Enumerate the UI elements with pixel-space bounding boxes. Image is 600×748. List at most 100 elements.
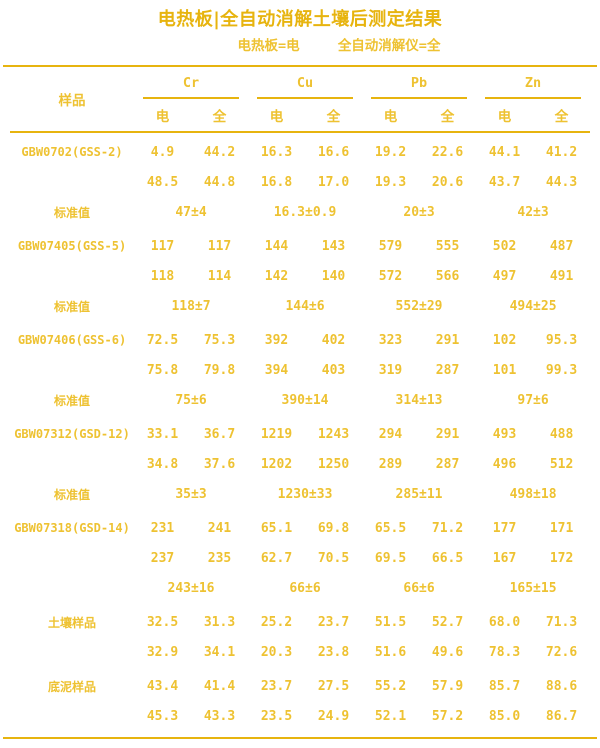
standard-value-cell: 498±18 [509, 486, 557, 502]
value-cell: 114 [207, 268, 232, 284]
value-cell: 496 [492, 456, 517, 472]
value-cell: 488 [549, 426, 574, 442]
value-cell: 403 [321, 362, 346, 378]
standard-value-cell: 16.3±0.9 [273, 204, 337, 220]
value-cell: 1219 [260, 426, 293, 442]
standard-value-cell: 20±3 [403, 204, 435, 220]
sample-block: GBW07312(GSD-12) 33.1 36.7 1219 1243 294 291 49… [10, 415, 590, 509]
value-cell: 43.3 [203, 708, 236, 724]
standard-value-cell: 243±16 [167, 580, 215, 596]
standard-value-cell: 66±6 [289, 580, 321, 596]
method-header-pb-quan: 全 [419, 99, 477, 133]
value-cell: 27.5 [317, 678, 350, 694]
value-cell: 65.5 [374, 520, 407, 536]
value-cell: 20.3 [260, 644, 293, 660]
sample-name: GBW0702(GSS-2) [21, 145, 123, 159]
value-cell: 555 [435, 238, 460, 254]
value-cell: 579 [378, 238, 403, 254]
value-cell: 117 [150, 238, 175, 254]
standard-label: 标准值 [53, 487, 90, 502]
value-cell: 51.6 [374, 644, 407, 660]
value-cell: 78.3 [488, 644, 521, 660]
sample-block: 底泥样品 43.4 41.4 23.7 27.5 55.2 57.9 85.7 88.6 45.3… [10, 667, 590, 731]
value-cell: 52.7 [431, 614, 464, 630]
value-cell: 79.8 [203, 362, 236, 378]
value-cell: 241 [207, 520, 232, 536]
value-cell: 4.9 [150, 144, 175, 160]
method-header-cr-quan: 全 [191, 99, 249, 133]
legend-hotplate: 电热板=电 [237, 38, 300, 54]
method-legend: 电热板=电 全自动消解仪=全 [0, 37, 600, 55]
value-cell: 45.3 [146, 708, 179, 724]
element-label-pb: Pb [371, 75, 468, 99]
element-label-zn: Zn [485, 75, 582, 99]
value-cell: 57.2 [431, 708, 464, 724]
standard-value-cell: 47±4 [175, 204, 207, 220]
sample-block: GBW07318(GSD-14) 231 241 65.1 69.8 65.5 71.2 17… [10, 509, 590, 603]
method-header-pb-dian: 电 [362, 99, 420, 133]
value-cell: 235 [207, 550, 232, 566]
value-cell: 41.2 [545, 144, 578, 160]
value-cell: 95.3 [545, 332, 578, 348]
value-cell: 394 [264, 362, 289, 378]
data-row: 32.9 34.1 20.3 23.8 51.6 49.6 78.3 72.6 [10, 637, 590, 667]
value-cell: 287 [435, 362, 460, 378]
value-cell: 55.2 [374, 678, 407, 694]
sample-name-empty [10, 449, 134, 479]
value-cell: 37.6 [203, 456, 236, 472]
sample-name-empty [10, 543, 134, 573]
standard-value-row: 标准值 35±3 1230±33 285±11 498±18 [10, 479, 590, 509]
sample-block: GBW0702(GSS-2) 4.9 44.2 16.3 16.6 19.2 22.6 44.… [10, 132, 590, 227]
standard-value-cell: 552±29 [395, 298, 443, 314]
standard-value-row: 标准值 118±7 144±6 552±29 494±25 [10, 291, 590, 321]
value-cell: 19.3 [374, 174, 407, 190]
sample-name-empty [10, 637, 134, 667]
value-cell: 88.6 [545, 678, 578, 694]
value-cell: 52.1 [374, 708, 407, 724]
value-cell: 44.1 [488, 144, 521, 160]
column-header-cr: Cr [134, 67, 248, 99]
value-cell: 75.3 [203, 332, 236, 348]
value-cell: 69.8 [317, 520, 350, 536]
column-header-cu: Cu [248, 67, 362, 99]
value-cell: 69.5 [374, 550, 407, 566]
divider-bottom [3, 737, 597, 739]
value-cell: 41.4 [203, 678, 236, 694]
data-row: GBW07406(GSS-6) 72.5 75.3 392 402 323 291 102 95… [10, 321, 590, 355]
standard-value-row: 243±16 66±6 66±6 165±15 [10, 573, 590, 603]
sample-name: GBW07318(GSD-14) [14, 521, 130, 535]
method-header-cu-quan: 全 [305, 99, 363, 133]
standard-value-cell: 35±3 [175, 486, 207, 502]
value-cell: 32.5 [146, 614, 179, 630]
value-cell: 1250 [317, 456, 350, 472]
legend-autodigester: 全自动消解仪=全 [337, 38, 441, 54]
value-cell: 493 [492, 426, 517, 442]
value-cell: 231 [150, 520, 175, 536]
value-cell: 117 [207, 238, 232, 254]
value-cell: 24.9 [317, 708, 350, 724]
sample-name: GBW07405(GSS-5) [17, 239, 127, 253]
value-cell: 25.2 [260, 614, 293, 630]
standard-value-cell: 165±15 [509, 580, 557, 596]
standard-value-cell: 66±6 [403, 580, 435, 596]
value-cell: 287 [435, 456, 460, 472]
value-cell: 68.0 [488, 614, 521, 630]
standard-value-cell: 314±13 [395, 392, 443, 408]
value-cell: 70.5 [317, 550, 350, 566]
value-cell: 99.3 [545, 362, 578, 378]
data-row: GBW07318(GSD-14) 231 241 65.1 69.8 65.5 71.2 17… [10, 509, 590, 543]
standard-value-cell: 285±11 [395, 486, 443, 502]
value-cell: 19.2 [374, 144, 407, 160]
results-table: 样品 Cr Cu Pb Zn 电 全 电 全 电 全 [10, 67, 591, 731]
data-row: 48.5 44.8 16.8 17.0 19.3 20.6 43.7 44.3 [10, 167, 590, 197]
value-cell: 85.7 [488, 678, 521, 694]
page-title: 电热板|全自动消解土壤后测定结果 [157, 9, 443, 30]
column-header-zn: Zn [476, 67, 590, 99]
data-row: GBW0702(GSS-2) 4.9 44.2 16.3 16.6 19.2 22.6 44.… [10, 132, 590, 167]
divider-top [3, 65, 597, 67]
value-cell: 143 [321, 238, 346, 254]
value-cell: 144 [264, 238, 289, 254]
value-cell: 177 [492, 520, 517, 536]
data-row: 底泥样品 43.4 41.4 23.7 27.5 55.2 57.9 85.7 88.6 [10, 667, 590, 701]
